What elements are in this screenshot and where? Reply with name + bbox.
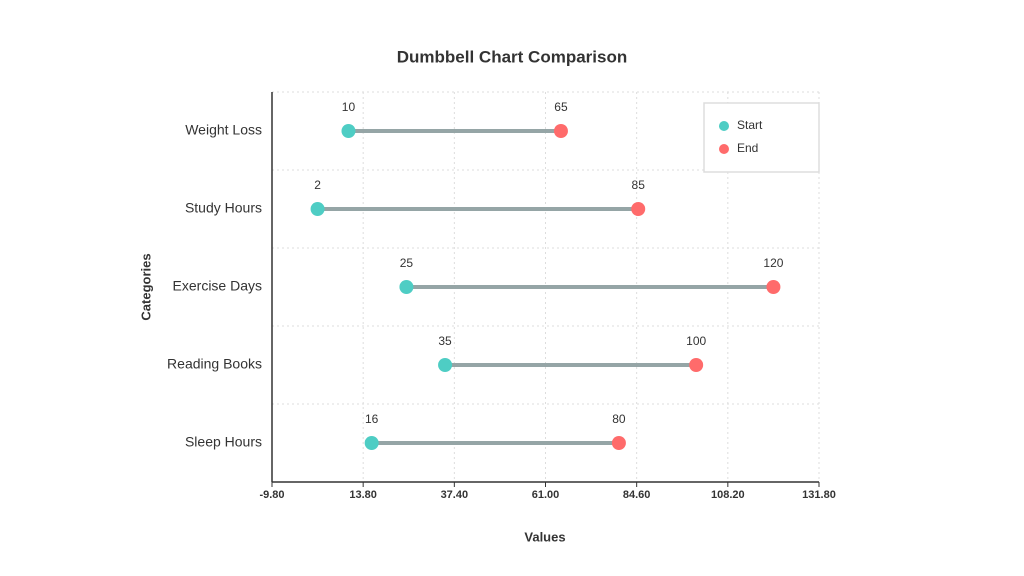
x-tick-label: -9.80 [259, 489, 284, 501]
y-tick-label: Exercise Days [173, 278, 262, 294]
dot [553, 124, 568, 138]
data-label: 35 [438, 334, 452, 348]
dot [766, 280, 781, 294]
data-label: 16 [365, 412, 379, 426]
legend-marker [719, 121, 729, 131]
legend-marker [719, 144, 729, 154]
data-label: 85 [632, 178, 646, 192]
dot [399, 280, 414, 294]
x-axis-label: Values [524, 529, 565, 544]
data-label: 25 [400, 256, 414, 270]
dot [611, 436, 626, 450]
dot [689, 358, 704, 372]
x-tick-label: 37.40 [441, 489, 469, 501]
data-label: 10 [342, 100, 356, 114]
dot [310, 202, 325, 216]
y-axis-label: Categories [138, 253, 153, 320]
legend-box [703, 102, 820, 173]
data-label: 80 [612, 412, 626, 426]
data-label: 65 [554, 100, 568, 114]
x-tick-label: 84.60 [623, 489, 651, 501]
dot [341, 124, 356, 138]
chart-title: Dumbbell Chart Comparison [397, 47, 627, 66]
dot [631, 202, 646, 216]
legend-label: Start [737, 118, 763, 132]
data-label: 120 [763, 256, 783, 270]
legend-label: End [737, 141, 758, 155]
data-label: 2 [314, 178, 321, 192]
dot [364, 436, 379, 450]
x-tick-label: 61.00 [532, 489, 560, 501]
data-label: 100 [686, 334, 706, 348]
x-tick-label: 13.80 [349, 489, 377, 501]
y-tick-label: Sleep Hours [185, 434, 262, 450]
dot [438, 358, 453, 372]
x-tick-label: 131.80 [802, 489, 836, 501]
y-tick-label: Reading Books [167, 356, 262, 372]
y-tick-label: Study Hours [185, 200, 262, 216]
y-tick-label: Weight Loss [185, 122, 262, 138]
x-tick-label: 108.20 [711, 489, 745, 501]
